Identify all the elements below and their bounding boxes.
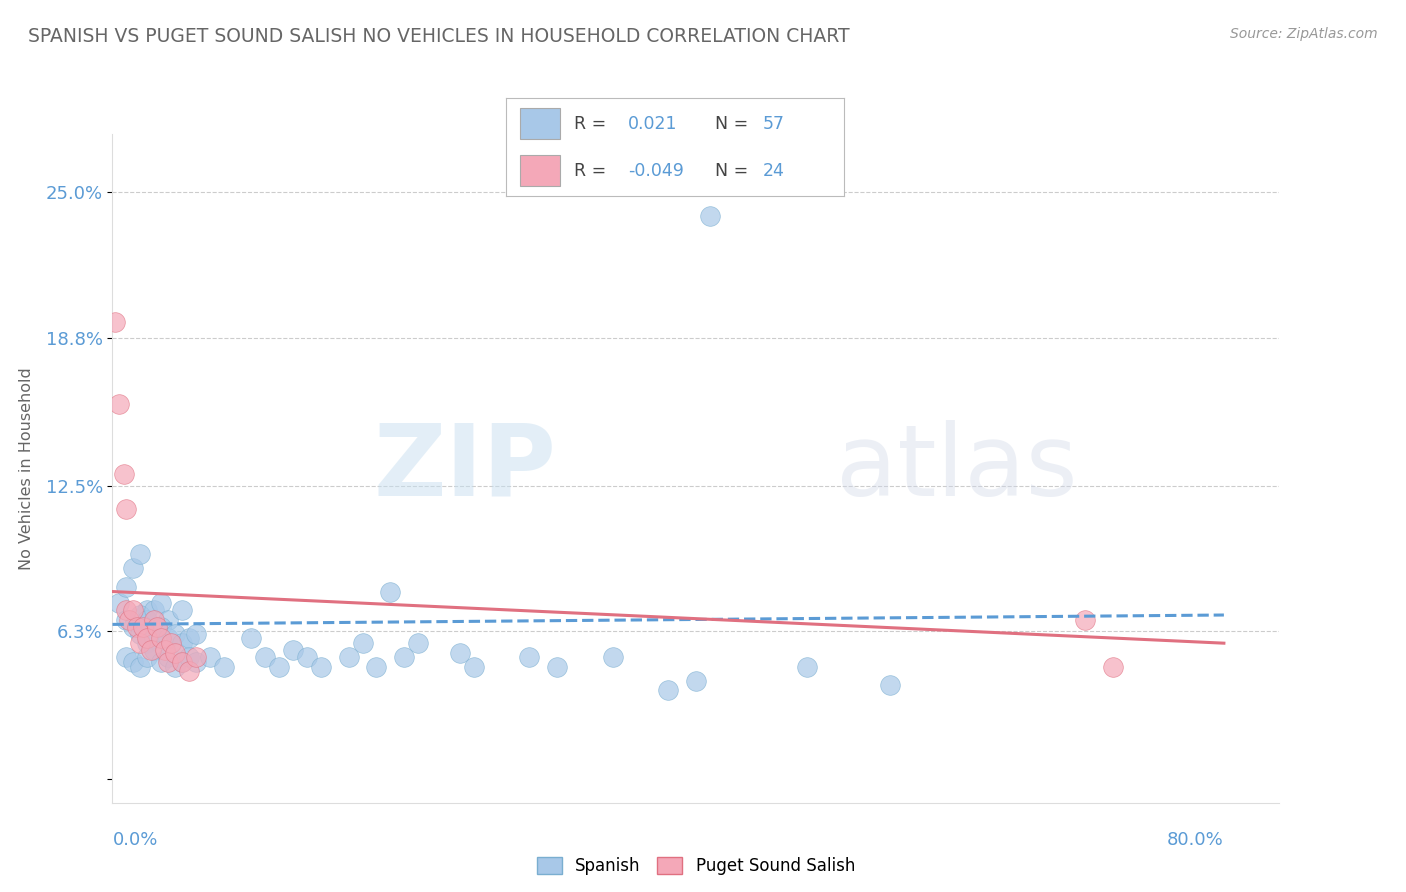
Point — [150, 596, 173, 610]
Point — [269, 659, 291, 673]
Point — [150, 632, 173, 646]
Point — [184, 650, 207, 665]
Text: 57: 57 — [762, 115, 785, 133]
Point — [380, 584, 402, 599]
Point — [177, 632, 200, 646]
Point — [157, 613, 180, 627]
Point — [115, 613, 138, 627]
Point — [115, 650, 138, 665]
Text: 0.021: 0.021 — [627, 115, 678, 133]
Point — [796, 659, 818, 673]
Point — [366, 659, 388, 673]
Point — [337, 650, 360, 665]
Point — [157, 632, 180, 646]
Point — [143, 613, 166, 627]
Point — [118, 613, 141, 627]
Text: SPANISH VS PUGET SOUND SALISH NO VEHICLES IN HOUSEHOLD CORRELATION CHART: SPANISH VS PUGET SOUND SALISH NO VEHICLE… — [28, 27, 849, 45]
Point — [546, 659, 568, 673]
Point — [685, 673, 707, 688]
Point — [108, 596, 131, 610]
Point — [170, 655, 193, 669]
Point — [198, 650, 221, 665]
Point — [129, 627, 152, 641]
Text: N =: N = — [716, 161, 748, 179]
Point — [177, 650, 200, 665]
Text: R =: R = — [574, 161, 606, 179]
Point — [406, 636, 429, 650]
Point — [122, 561, 145, 575]
Point — [170, 655, 193, 669]
Point — [184, 655, 207, 669]
Point — [699, 209, 721, 223]
Point — [212, 659, 235, 673]
Point — [122, 655, 145, 669]
Point — [129, 659, 152, 673]
Point — [155, 643, 177, 657]
Point — [163, 659, 186, 673]
Point — [1101, 659, 1123, 673]
Point — [879, 678, 901, 692]
Text: 80.0%: 80.0% — [1167, 831, 1223, 849]
Point — [108, 397, 131, 411]
Point — [146, 620, 169, 634]
Point — [392, 650, 416, 665]
Text: ZIP: ZIP — [373, 420, 555, 516]
Point — [170, 603, 193, 617]
Point — [449, 646, 471, 660]
Point — [115, 580, 138, 594]
Point — [136, 650, 159, 665]
Bar — [520, 155, 560, 186]
Text: Source: ZipAtlas.com: Source: ZipAtlas.com — [1230, 27, 1378, 41]
Point — [122, 603, 145, 617]
Point — [122, 620, 145, 634]
Text: 24: 24 — [762, 161, 785, 179]
Text: 0.0%: 0.0% — [112, 831, 157, 849]
Point — [115, 502, 138, 516]
Point — [129, 547, 152, 561]
Point — [177, 665, 200, 679]
Point — [240, 632, 263, 646]
Point — [143, 643, 166, 657]
Point — [104, 315, 127, 329]
Point — [170, 636, 193, 650]
Point — [157, 650, 180, 665]
Point — [295, 650, 318, 665]
Point — [136, 632, 159, 646]
Point — [163, 627, 186, 641]
Legend: Spanish, Puget Sound Salish: Spanish, Puget Sound Salish — [530, 850, 862, 881]
Point — [463, 659, 485, 673]
Point — [143, 603, 166, 617]
Point — [129, 607, 152, 622]
Point — [657, 683, 679, 698]
Point — [129, 636, 152, 650]
Point — [1074, 613, 1097, 627]
Point — [352, 636, 374, 650]
Point — [115, 603, 138, 617]
Point — [160, 636, 183, 650]
Point — [163, 646, 186, 660]
Point — [157, 655, 180, 669]
Text: N =: N = — [716, 115, 748, 133]
Point — [136, 603, 159, 617]
Point — [127, 620, 149, 634]
Point — [517, 650, 540, 665]
Point — [132, 620, 155, 634]
Point — [602, 650, 624, 665]
Point — [309, 659, 332, 673]
Point — [141, 643, 163, 657]
Text: R =: R = — [574, 115, 606, 133]
Point — [112, 467, 135, 482]
Y-axis label: No Vehicles in Household: No Vehicles in Household — [20, 367, 34, 570]
Text: atlas: atlas — [837, 420, 1077, 516]
Bar — [520, 108, 560, 139]
Point — [136, 636, 159, 650]
Point — [150, 655, 173, 669]
Point — [136, 613, 159, 627]
Point — [281, 643, 304, 657]
Point — [150, 620, 173, 634]
Point — [184, 627, 207, 641]
Point — [254, 650, 277, 665]
Text: -0.049: -0.049 — [627, 161, 683, 179]
Point — [143, 632, 166, 646]
